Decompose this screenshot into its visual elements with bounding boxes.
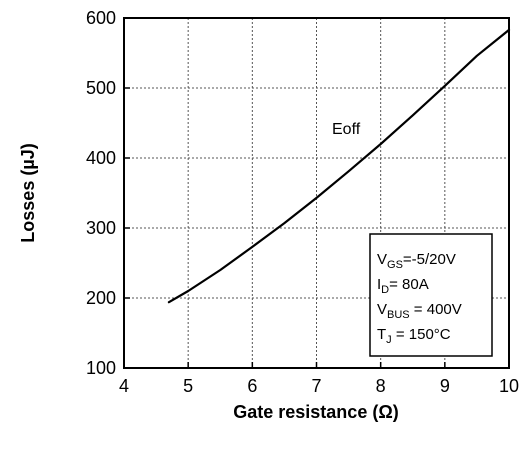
condition-tj: TJ = 150°C [377,326,451,346]
y-tick-label: 200 [86,288,116,308]
y-axis-label: Losses (µJ) [18,143,38,242]
condition-vgs: VGS=-5/20V [377,251,456,271]
y-tick-label: 500 [86,78,116,98]
x-tick-label: 9 [440,376,450,396]
x-tick-label: 10 [499,376,519,396]
y-tick-label: 600 [86,8,116,28]
series [167,28,511,304]
conditions-frame [369,233,493,357]
x-tick-label: 7 [311,376,321,396]
series-annotation: Eoff [332,121,361,138]
x-ticks: 4 5 6 7 8 9 10 [119,362,519,396]
x-tick-label: 5 [183,376,193,396]
x-axis-label: Gate resistance (Ω) [233,402,399,422]
x-tick-label: 4 [119,376,129,396]
condition-vbus: VBUS = 400V [377,301,462,321]
y-tick-label: 300 [86,218,116,238]
y-tick-label: 100 [86,358,116,378]
y-tick-label: 400 [86,148,116,168]
conditions-box: VGS=-5/20V ID= 80A VBUS = 400V TJ = 150°… [369,233,493,357]
series-line-eoff [167,28,511,304]
x-tick-label: 8 [376,376,386,396]
condition-id: ID= 80A [377,276,429,296]
y-ticks: 100 200 300 400 500 600 [86,8,130,378]
x-tick-label: 6 [247,376,257,396]
